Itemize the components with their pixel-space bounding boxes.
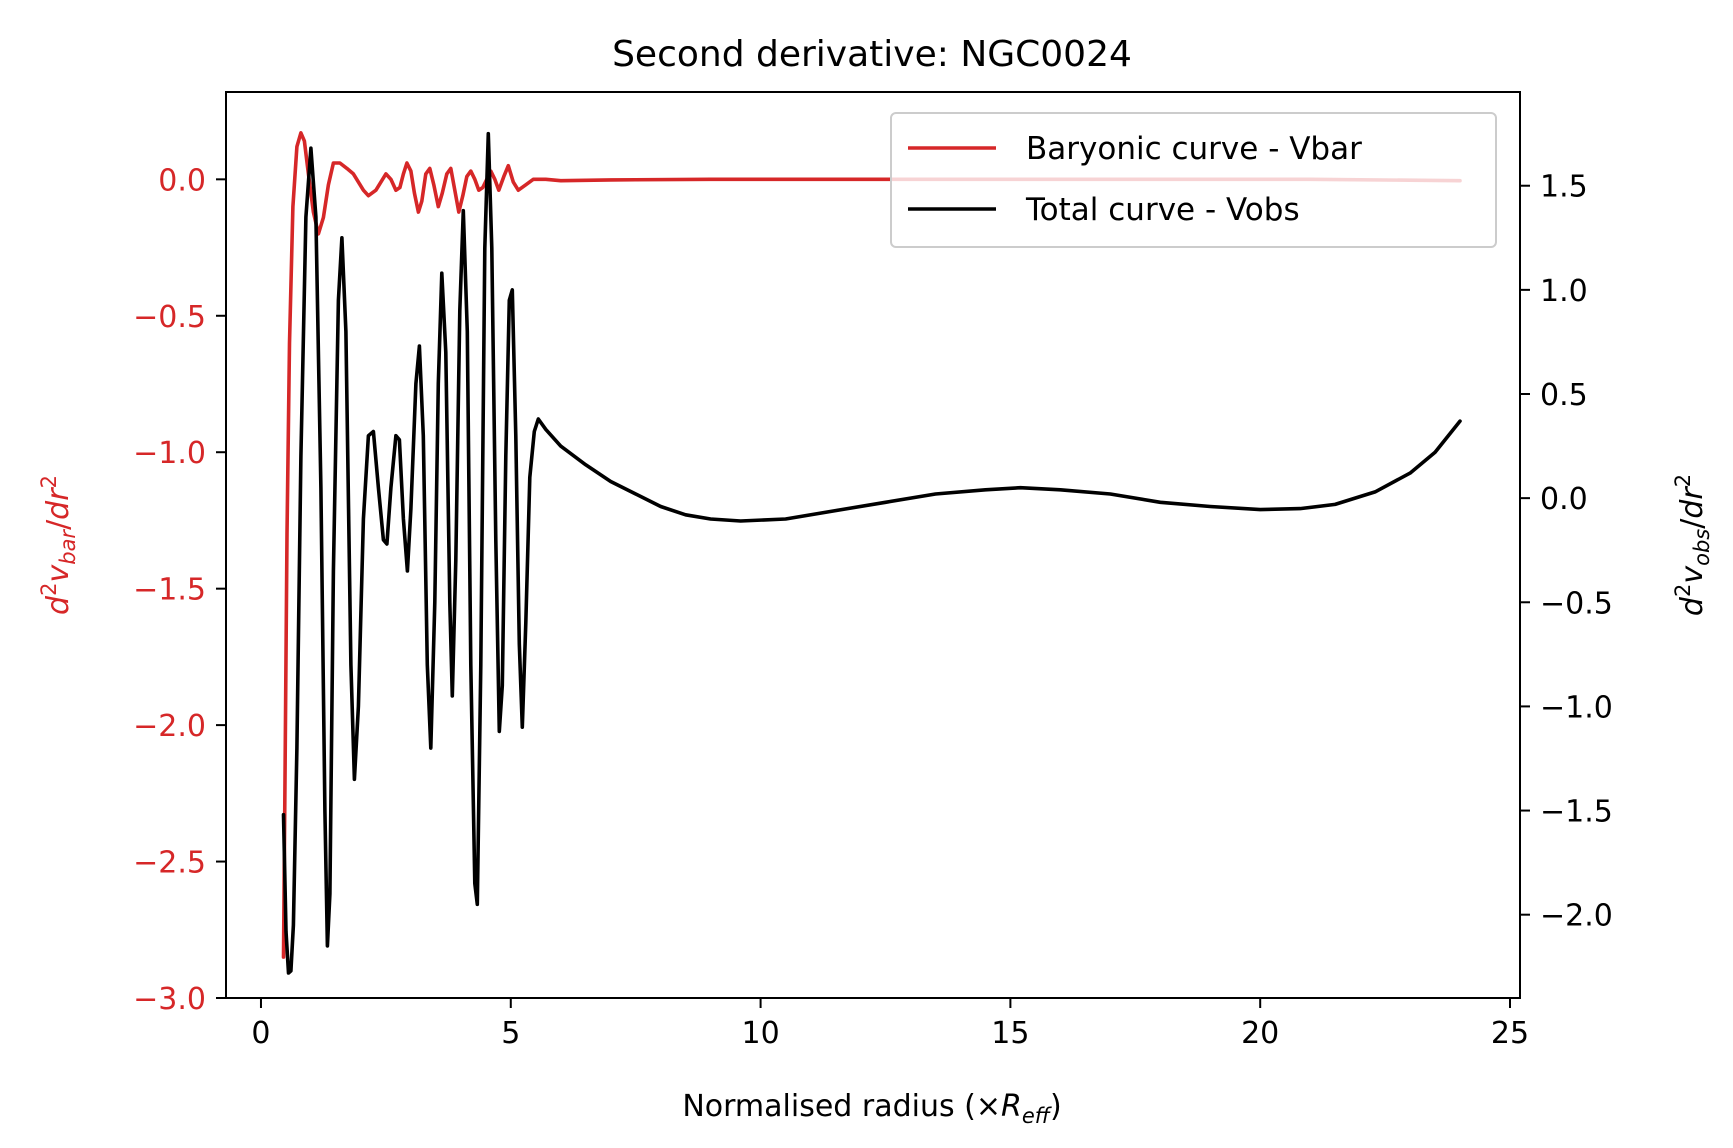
left-y-tick-label: 0.0	[158, 163, 206, 198]
series-layer	[281, 131, 1462, 975]
x-axis-label-subscript: eff	[1022, 1104, 1053, 1128]
right-y-tick-label: 1.0	[1540, 274, 1588, 309]
x-axis-label: Normalised radius (×Reff)	[682, 1089, 1061, 1128]
legend-label-vobs: Total curve - Vobs	[1025, 192, 1300, 228]
left-y-tick-label: −2.0	[133, 709, 206, 744]
x-axis-label-close: )	[1050, 1089, 1062, 1124]
right-y-axis-label-d: d	[1675, 596, 1710, 616]
series-line-vobs	[281, 131, 1462, 975]
right-y-axis-label-dr: dr	[1675, 486, 1710, 519]
x-tick-label: 10	[741, 1016, 779, 1051]
right-y-tick-label: 1.5	[1540, 170, 1588, 205]
right-y-axis: 1.5 1.0 0.5 0.0 −0.5 −1.0 −1.5 −2.0	[1520, 170, 1613, 934]
x-tick-label: 25	[1491, 1016, 1529, 1051]
plot-frame	[225, 91, 1521, 999]
legend: Baryonic curve - Vbar Total curve - Vobs	[890, 112, 1497, 248]
left-y-tick-label: −3.0	[133, 982, 206, 1017]
x-tick-label: 5	[501, 1016, 520, 1051]
x-axis-label-main: Normalised radius (×	[682, 1089, 1001, 1124]
series-line-vbar	[281, 131, 1462, 959]
x-axis-label-symbol: R	[1001, 1089, 1022, 1124]
left-y-axis-label: d2vbar/dr2	[37, 475, 80, 615]
right-y-axis-label-v: v	[1675, 565, 1710, 584]
right-y-tick-label: −2.0	[1540, 899, 1613, 934]
left-y-axis-label-sup1: 2	[37, 583, 61, 596]
left-y-tick-label: −2.5	[133, 846, 206, 881]
left-y-axis-label-d: d	[41, 595, 76, 615]
right-y-tick-label: 0.0	[1540, 482, 1588, 517]
left-y-tick-label: −0.5	[133, 300, 206, 335]
chart-title: Second derivative: NGC0024	[612, 34, 1132, 75]
legend-label-vbar: Baryonic curve - Vbar	[1026, 131, 1362, 167]
x-tick-label: 20	[1241, 1016, 1279, 1051]
x-tick-label: 0	[251, 1016, 270, 1051]
right-y-axis-label-sup2: 2	[1671, 474, 1695, 487]
left-y-tick-label: −1.0	[133, 436, 206, 471]
right-y-axis-label-sub: obs	[1690, 529, 1714, 566]
right-y-axis-label-sup1: 2	[1671, 584, 1695, 597]
left-y-axis-label-sup2: 2	[37, 475, 61, 488]
legend-box	[890, 112, 1497, 248]
left-y-axis-label-sub: bar	[56, 529, 80, 565]
right-y-tick-label: 0.5	[1540, 378, 1588, 413]
right-y-axis-label: d2vobs/dr2	[1671, 474, 1714, 616]
right-y-tick-label: −1.0	[1540, 690, 1613, 725]
left-y-axis-label-dr: dr	[41, 487, 76, 520]
x-axis: 0 5 10 15 20 25	[251, 998, 1529, 1051]
left-y-axis-label-slash: /	[41, 519, 76, 530]
right-y-tick-label: −1.5	[1540, 795, 1613, 830]
left-y-axis-label-v: v	[41, 564, 76, 583]
x-tick-label: 15	[991, 1016, 1029, 1051]
right-y-axis-label-slash: /	[1675, 518, 1710, 529]
left-y-tick-label: −1.5	[133, 573, 206, 608]
right-y-tick-label: −0.5	[1540, 586, 1613, 621]
left-y-axis: 0.0 −0.5 −1.0 −1.5 −2.0 −2.5 −3.0	[133, 163, 226, 1017]
